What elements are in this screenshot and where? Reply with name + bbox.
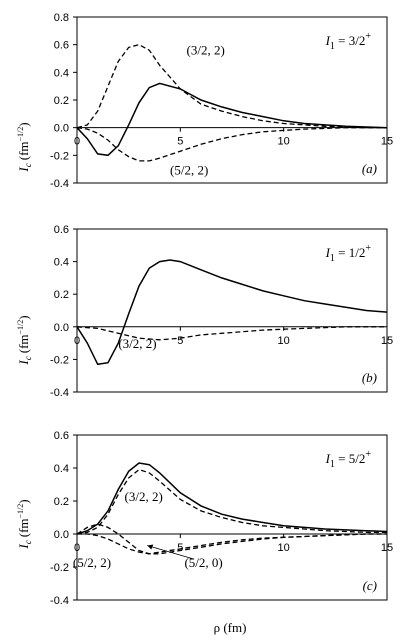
y-tick-label-a: -0.4 xyxy=(50,178,69,190)
x-tick-label-a: 5 xyxy=(177,136,183,148)
series-line-a-3-2-2 xyxy=(76,44,387,129)
x-tick-label-a: 0 xyxy=(74,136,80,148)
x-tick-label-c: 15 xyxy=(381,542,393,554)
series-line-c-5-2-2 xyxy=(76,523,387,555)
y-tick-label-b: 0.6 xyxy=(54,224,69,236)
ylabel-main: I xyxy=(16,544,31,550)
ylabel-units: (fm xyxy=(16,141,31,160)
ylabel-sub: c xyxy=(23,356,33,360)
y-tick-label-a: 0.6 xyxy=(54,40,69,52)
x-tick-label-a: 10 xyxy=(278,136,290,148)
y-tick-label-c: -0.4 xyxy=(50,595,69,607)
state-label-b: I1 = 1/2+ xyxy=(325,243,372,264)
ylabel-main: I xyxy=(16,360,31,366)
x-tick-label-b: 10 xyxy=(278,335,290,347)
panel-c: -0.4 -0.2 0.0 0.2 0.4 0.6 0 5 10 15 (3/2, 2) (5/2, … xyxy=(50,430,393,607)
state-label-c: I1 = 5/2+ xyxy=(325,449,372,470)
plot-frame-b xyxy=(76,228,388,393)
y-tick-label-a: 0.8 xyxy=(54,12,69,24)
series-annotation-a: (5/2, 2) xyxy=(170,163,208,178)
x-axis-label: ρ (fm) xyxy=(214,620,247,635)
series-annotation-a: (3/2, 2) xyxy=(187,42,225,57)
series-line-c-3-2-2 xyxy=(76,468,387,535)
series-line-b-solid xyxy=(76,259,388,366)
y-tick-label-b: 0.0 xyxy=(54,322,69,334)
state-label-a: I1 = 3/2+ xyxy=(325,31,372,52)
y-tick-label-c: 0.4 xyxy=(54,463,69,475)
series-line-b-3-2-2 xyxy=(76,326,387,341)
annotation-pointer-c xyxy=(147,545,193,560)
series-line-a-solid xyxy=(76,82,388,157)
plot-frame-c xyxy=(76,434,388,601)
x-tick-label-a: 15 xyxy=(381,136,393,148)
ylabel-exp: −1/2 xyxy=(16,320,25,335)
y-axis-label-a: Ic (fm−1/2) xyxy=(16,122,33,172)
x-tick-label-c: 5 xyxy=(177,542,183,554)
panel-label-a: (a) xyxy=(362,161,377,176)
series-line-c-solid xyxy=(76,462,388,535)
ylabel-sub: c xyxy=(23,163,33,167)
series-line-c-5-2-0 xyxy=(77,533,387,555)
y-tick-label-a: -0.2 xyxy=(50,150,69,162)
y-axis-label-b: Ic (fm−1/2) xyxy=(16,315,33,365)
series-annotation-c: (5/2, 0) xyxy=(184,555,222,570)
panel-label-b: (b) xyxy=(362,370,377,385)
y-tick-label-b: 0.2 xyxy=(54,289,69,301)
series-annotation-c: (5/2, 2) xyxy=(73,555,111,570)
y-tick-label-a: 0.0 xyxy=(54,123,69,135)
ylabel-close: ) xyxy=(16,315,31,319)
panel-b: -0.4 -0.2 0.0 0.2 0.4 0.6 0 5 10 15 (3/2, 2) (b) I1 … xyxy=(50,224,393,399)
ylabel-units: (fm xyxy=(16,334,31,353)
y-tick-label-c: -0.2 xyxy=(50,562,69,574)
series-line-a-5-2-2 xyxy=(76,127,387,162)
series-annotation-c: (3/2, 2) xyxy=(125,489,163,504)
series-annotation-b: (3/2, 2) xyxy=(118,336,156,351)
ylabel-units: (fm xyxy=(16,518,31,537)
y-tick-label-b: -0.2 xyxy=(50,354,69,366)
y-tick-label-a: 0.4 xyxy=(54,67,69,79)
x-tick-label-c: 10 xyxy=(278,542,290,554)
y-tick-label-c: 0.0 xyxy=(54,529,69,541)
y-tick-label-c: 0.2 xyxy=(54,496,69,508)
x-tick-label-b: 0 xyxy=(74,335,80,347)
ylabel-exp: −1/2 xyxy=(16,127,25,142)
ylabel-main: I xyxy=(16,167,31,173)
annotation-arrowhead-c xyxy=(147,544,154,550)
x-tick-label-c: 0 xyxy=(74,542,80,554)
ylabel-close: ) xyxy=(16,499,31,503)
panel-label-c: (c) xyxy=(363,578,377,593)
y-axis-label-c: Ic (fm−1/2) xyxy=(16,499,33,549)
ylabel-exp: −1/2 xyxy=(16,504,25,519)
y-tick-label-b: 0.4 xyxy=(54,257,69,269)
x-tick-label-b: 15 xyxy=(381,335,393,347)
ylabel-close: ) xyxy=(16,122,31,126)
y-tick-label-c: 0.6 xyxy=(54,430,69,442)
x-tick-label-b: 5 xyxy=(177,335,183,347)
y-tick-label-a: 0.2 xyxy=(54,95,69,107)
panel-a: -0.4 -0.2 0.0 0.2 0.4 0.6 0.8 0 5 10 15 (3/2, 2) (5/… xyxy=(50,12,393,190)
y-tick-label-b: -0.4 xyxy=(50,387,69,399)
ylabel-sub: c xyxy=(23,540,33,544)
